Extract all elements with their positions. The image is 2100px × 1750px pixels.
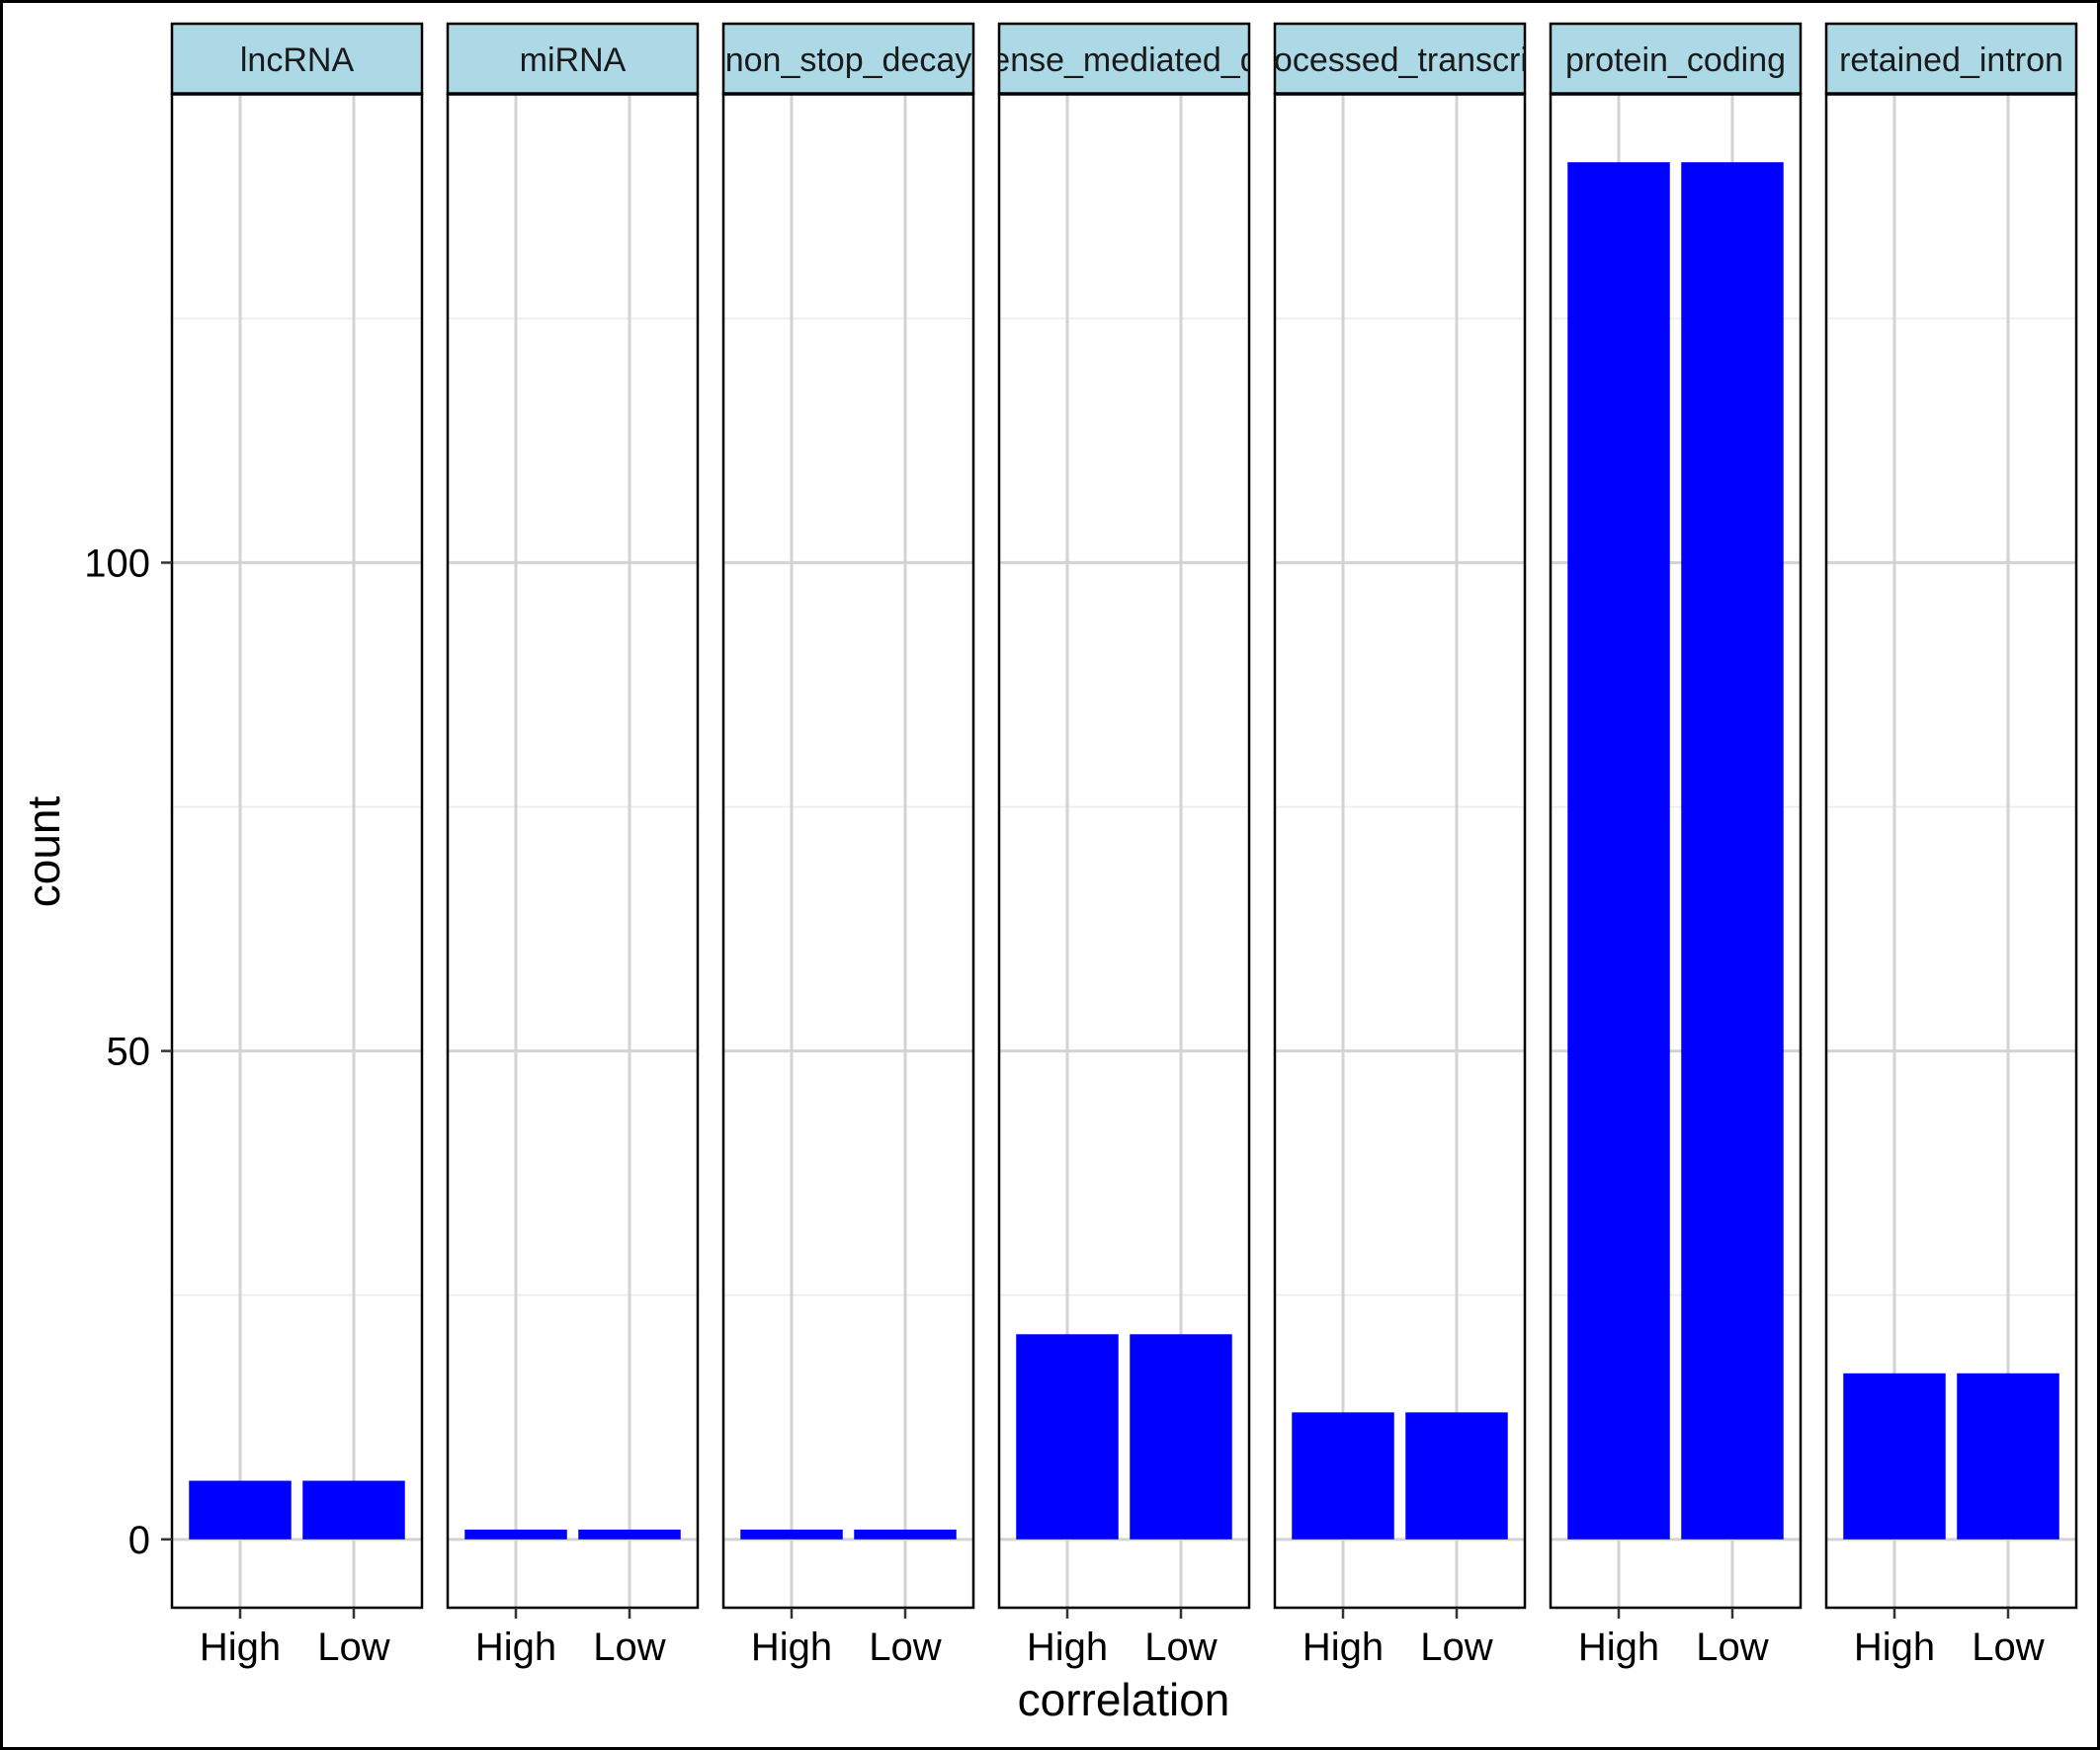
- y-tick-label: 0: [128, 1519, 150, 1562]
- facet-strip-label: protein_coding: [1565, 42, 1786, 79]
- y-tick-label: 100: [84, 542, 150, 585]
- bar-retained_intron-Low: [1957, 1373, 2059, 1540]
- bar-protein_coding-High: [1567, 162, 1670, 1540]
- bar-processed_transcript-Low: [1405, 1412, 1508, 1540]
- facet-strip: [997, 22, 1251, 96]
- x-tick-label: Low: [593, 1625, 665, 1669]
- bar-non_stop_decay-Low: [854, 1529, 957, 1540]
- x-tick-label: Low: [869, 1625, 941, 1669]
- facet-strip: [721, 22, 975, 96]
- facet-strip-label: retained_intron: [1839, 42, 2063, 79]
- panel-background: [723, 94, 973, 1608]
- x-tick-label: Low: [1420, 1625, 1492, 1669]
- facet-strip-label: miRNA: [520, 42, 627, 79]
- facet-strip: [170, 22, 424, 96]
- x-tick-label: Low: [317, 1625, 389, 1669]
- facet-strip: [1549, 22, 1803, 96]
- facet-panel: miRNA High Low: [446, 22, 700, 1669]
- y-axis-title: count: [18, 796, 69, 908]
- facet-strip: [1273, 22, 1527, 96]
- bar-lncRNA-High: [189, 1480, 292, 1540]
- facet-panel: nonsense_mediated_decay High Low: [919, 22, 1330, 1669]
- bar-miRNA-Low: [578, 1529, 681, 1540]
- facet-panel: lncRNA High Low: [170, 22, 424, 1669]
- panel-background: [172, 94, 422, 1608]
- x-tick-label: High: [1578, 1625, 1659, 1669]
- bar-nonsense_mediated_decay-Low: [1130, 1334, 1232, 1540]
- facet-panel: retained_intron High Low: [1824, 22, 2078, 1669]
- panel-background: [1826, 94, 2076, 1608]
- x-tick-label: High: [1027, 1625, 1108, 1669]
- x-tick-label: High: [475, 1625, 556, 1669]
- facet-strip-label: processed_transcript: [1244, 42, 1556, 79]
- facet-strip-label: nonsense_mediated_decay: [919, 42, 1330, 79]
- panel-background: [448, 94, 698, 1608]
- x-tick-label: Low: [1144, 1625, 1217, 1669]
- facet-panels: lncRNA High Low miRNA High Low non_stop_decay H…: [170, 22, 2078, 1669]
- facet-strip: [1824, 22, 2078, 96]
- x-axis-title: correlation: [1018, 1674, 1230, 1725]
- bar-processed_transcript-High: [1292, 1412, 1394, 1540]
- x-tick-label: High: [200, 1625, 281, 1669]
- bar-lncRNA-Low: [302, 1480, 405, 1540]
- x-tick-label: High: [751, 1625, 832, 1669]
- bar-protein_coding-Low: [1681, 162, 1784, 1540]
- y-axis: 0 50 100: [84, 542, 172, 1562]
- y-tick-label: 50: [107, 1031, 151, 1074]
- x-tick-label: High: [1302, 1625, 1384, 1669]
- x-tick-label: Low: [1696, 1625, 1768, 1669]
- bar-retained_intron-High: [1843, 1373, 1946, 1540]
- facet-strip: [446, 22, 700, 96]
- x-tick-label: High: [1854, 1625, 1935, 1669]
- bar-nonsense_mediated_decay-High: [1016, 1334, 1119, 1540]
- facet-panel: non_stop_decay High Low: [721, 22, 975, 1669]
- bar-miRNA-High: [464, 1529, 567, 1540]
- x-tick-label: Low: [1972, 1625, 2044, 1669]
- facet-strip-label: non_stop_decay: [725, 42, 972, 79]
- bar-non_stop_decay-High: [740, 1529, 843, 1540]
- facet-strip-label: lncRNA: [240, 42, 355, 79]
- panel-background: [1275, 94, 1525, 1608]
- facet-panel: protein_coding High Low: [1549, 22, 1803, 1669]
- facet-panel: processed_transcript High Low: [1244, 22, 1556, 1669]
